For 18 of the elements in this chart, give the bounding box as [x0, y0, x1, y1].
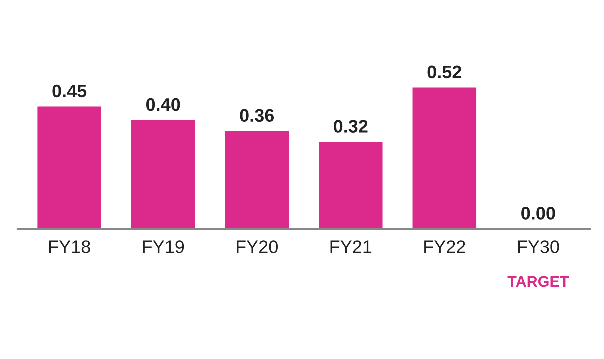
data-label: 0.45: [52, 84, 87, 98]
x-tick-label: FY20: [237, 240, 278, 254]
x-tick-label: FY30: [518, 240, 560, 254]
data-label: 0.40: [146, 98, 180, 112]
x-tick-label: FY21: [330, 240, 372, 254]
x-tick-label: FY18: [49, 240, 90, 254]
text: TARGET: [508, 276, 570, 288]
data-label: 0.32: [334, 120, 368, 133]
data-label: 0.00: [522, 207, 556, 220]
bar: [225, 131, 289, 229]
data-label: 0.52: [428, 66, 462, 79]
bar: [131, 120, 196, 229]
data-label: 0.36: [240, 109, 274, 122]
bar: [412, 88, 477, 229]
bar: [38, 106, 102, 229]
x-tick-label: FY19: [143, 240, 184, 254]
bar: [319, 142, 383, 229]
x-tick-label: FY22: [424, 240, 466, 254]
